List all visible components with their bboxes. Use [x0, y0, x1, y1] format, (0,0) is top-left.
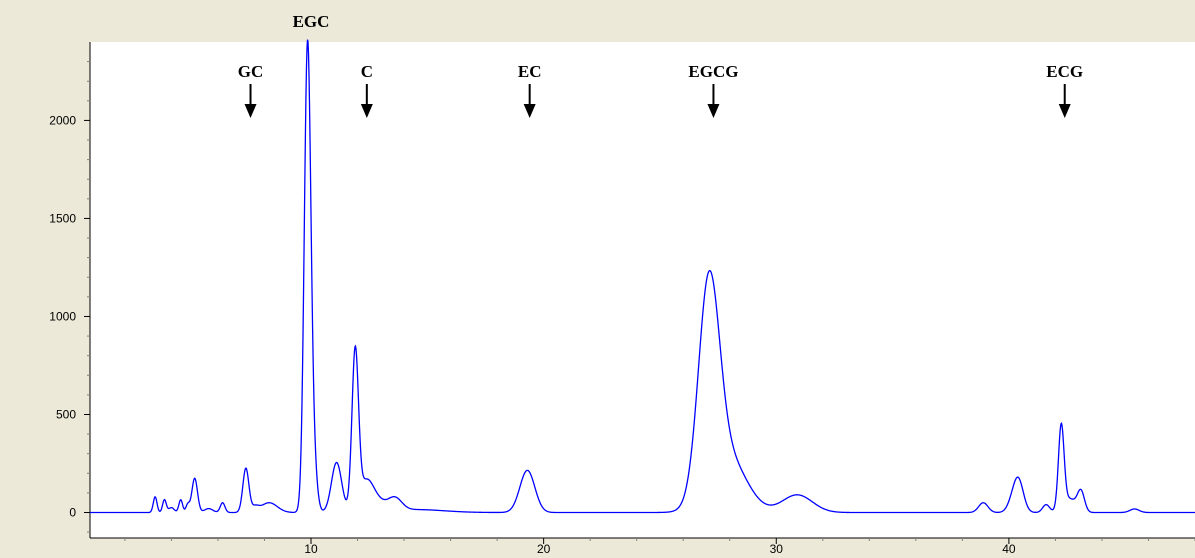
peak-annotation: ECG [1046, 62, 1083, 118]
peak-arrow-head [244, 104, 257, 118]
peak-label: ECG [1046, 62, 1083, 81]
peak-annotations: GC EGC C EC EGCG ECG [238, 12, 1083, 118]
peak-annotation: C [361, 62, 373, 118]
peak-annotation: GC [238, 62, 264, 118]
x-tick-label: 40 [1002, 542, 1016, 556]
x-tick-label: 20 [537, 542, 551, 556]
chromatogram-trace [90, 39, 1195, 514]
peak-arrow-head [1058, 104, 1071, 118]
plot-area [89, 42, 1195, 539]
y-tick-label: 2000 [49, 113, 76, 127]
y-axis: 0 500 1000 1500 2000 [49, 113, 90, 520]
y-tick-label: 0 [69, 506, 76, 520]
y-tick-label: 1500 [49, 211, 76, 225]
peak-arrow-head [707, 104, 720, 118]
peak-arrow-head [360, 104, 373, 118]
peak-label: C [361, 62, 373, 81]
peak-arrow-head [523, 104, 536, 118]
peak-annotation: EGC [293, 12, 330, 31]
peak-label: EGC [293, 12, 330, 31]
y-tick-label: 1000 [49, 309, 76, 323]
peak-label: GC [238, 62, 264, 81]
peak-label: EC [518, 62, 542, 81]
series-group [90, 39, 1195, 514]
peak-annotation: EGCG [688, 62, 738, 118]
x-axis: 10 20 30 40 [304, 538, 1016, 556]
y-tick-label: 500 [56, 407, 76, 421]
x-tick-label: 30 [770, 542, 784, 556]
x-tick-label: 10 [304, 542, 318, 556]
peak-annotation: EC [518, 62, 542, 118]
peak-label: EGCG [688, 62, 738, 81]
minor-ticks [87, 61, 1195, 541]
plot-background [90, 42, 1195, 538]
